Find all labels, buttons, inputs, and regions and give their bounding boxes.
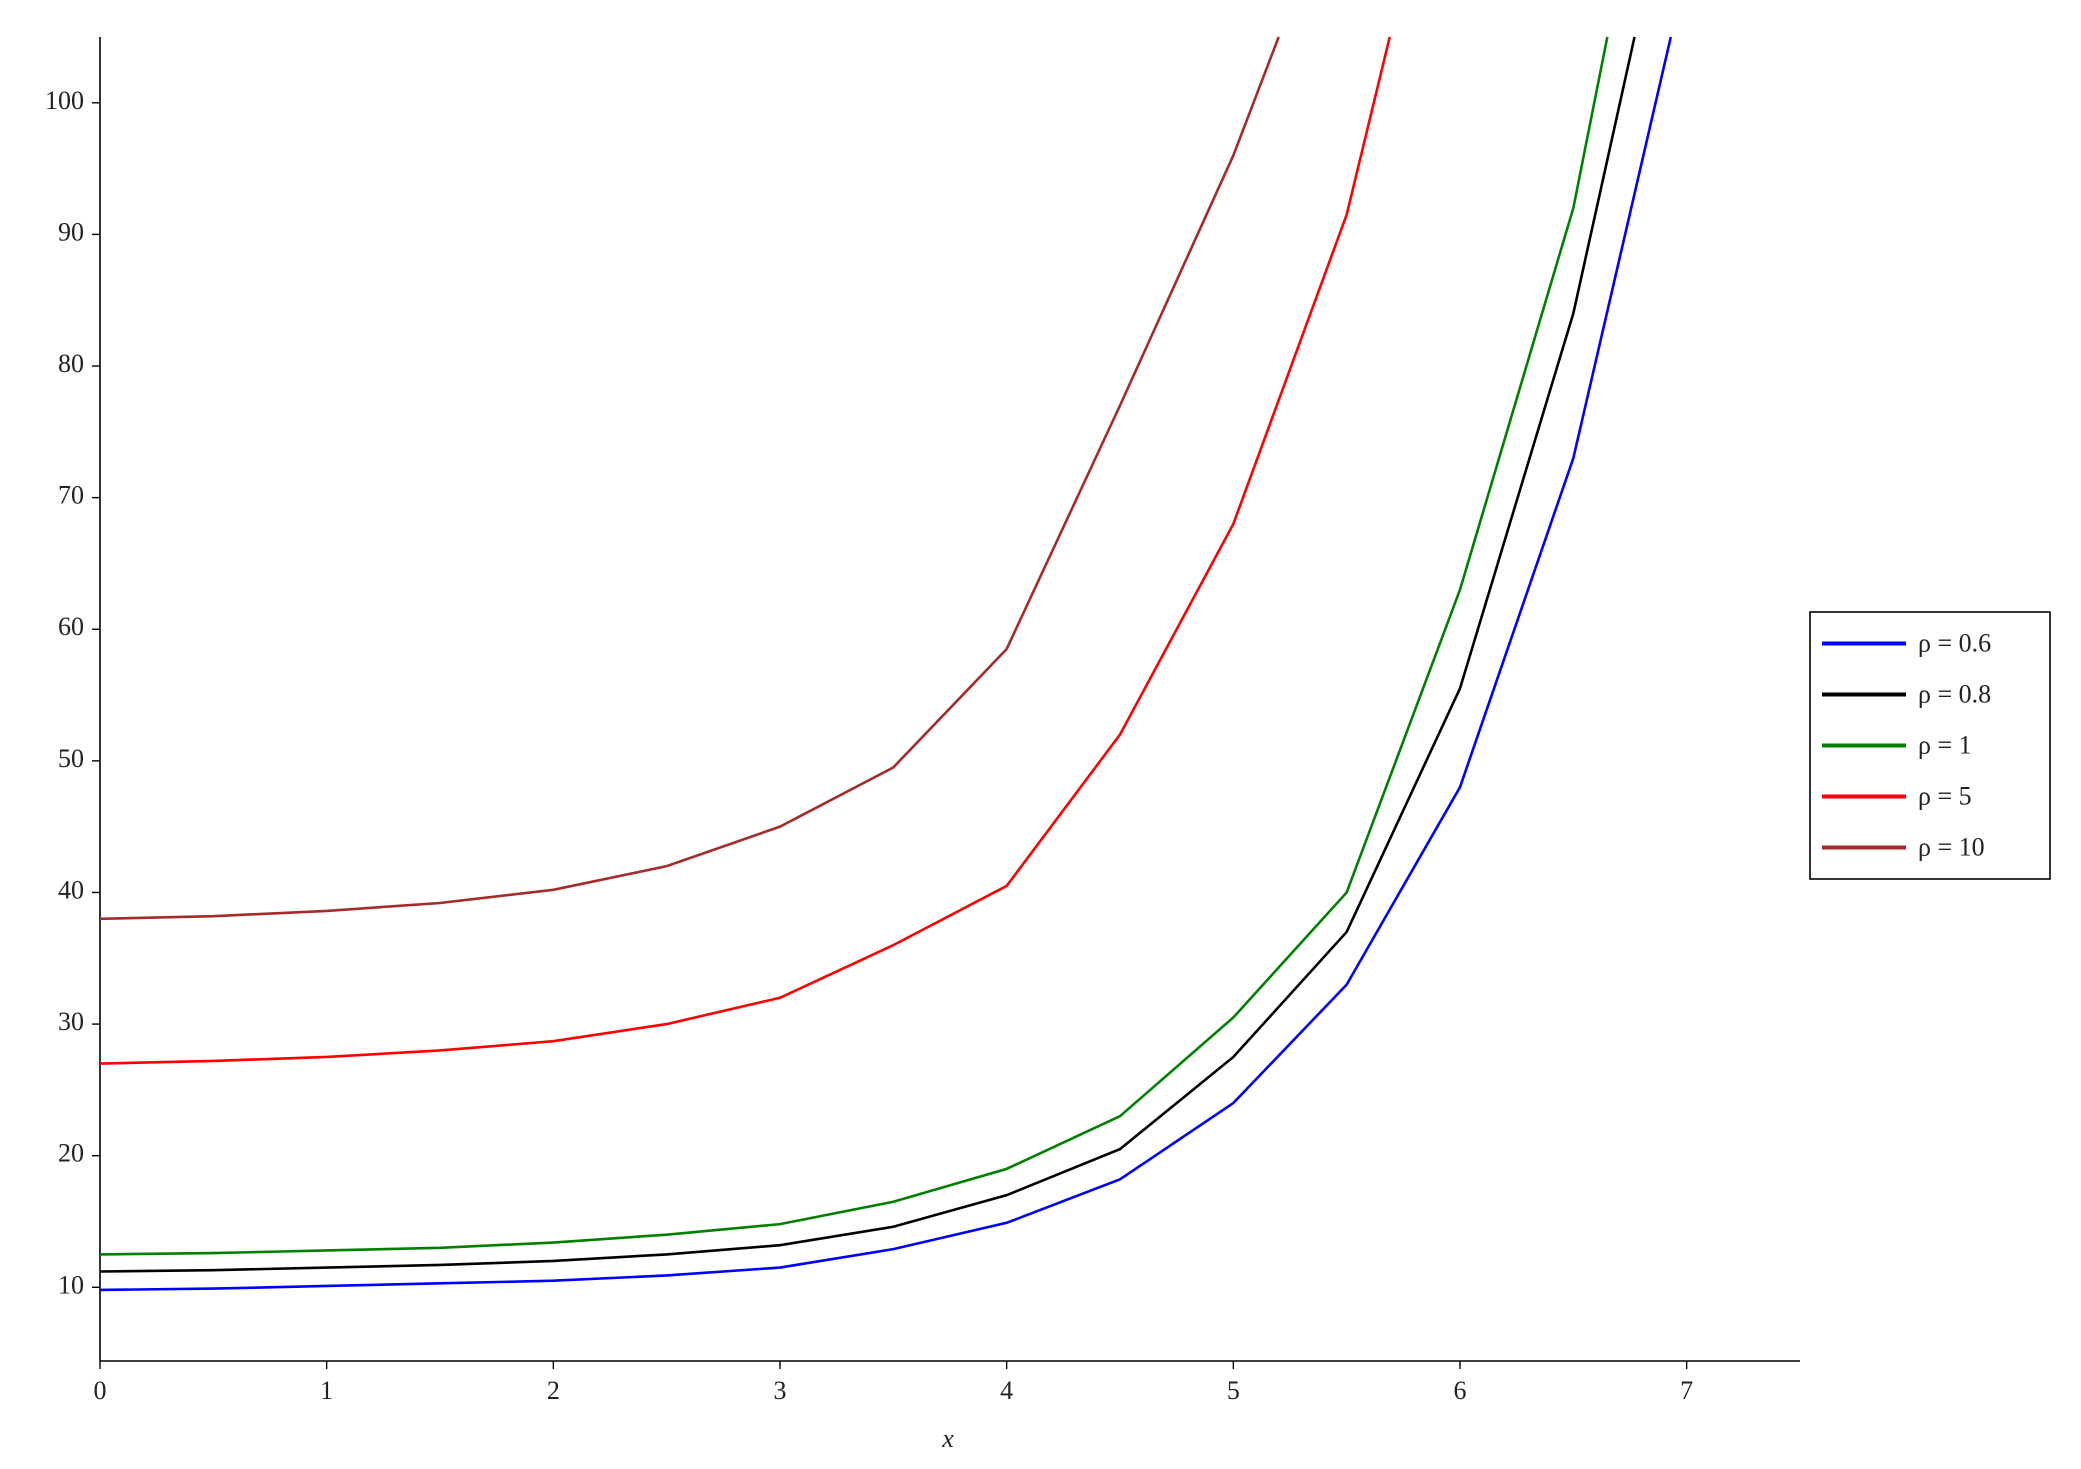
x-tick-label: 6 [1454,1376,1467,1405]
legend-label: ρ = 1 [1918,730,1972,759]
y-tick-label: 80 [58,349,84,378]
line [99,36,1280,921]
y-tick-label: 20 [58,1139,84,1168]
y-tick-label: 70 [58,481,84,510]
line [99,36,1673,1292]
legend-label: ρ = 5 [1918,781,1972,810]
x-axis-label: x [941,1424,954,1453]
x-tick-label: 1 [320,1376,333,1405]
y-tick-label: 40 [58,875,84,904]
y-tick-label: 100 [45,86,84,115]
x-tick-label: 4 [1000,1376,1013,1405]
y-tick-label: 30 [58,1007,84,1036]
legend-label: ρ = 0.6 [1918,628,1991,657]
line [99,36,1609,1256]
legend-label: ρ = 10 [1918,832,1985,861]
y-tick-label: 10 [58,1270,84,1299]
line [99,36,1391,1065]
x-tick-label: 2 [547,1376,560,1405]
line [99,36,1636,1273]
legend-label: ρ = 0.8 [1918,679,1991,708]
x-tick-label: 7 [1680,1376,1693,1405]
y-tick-label: 50 [58,744,84,773]
x-tick-label: 5 [1227,1376,1240,1405]
y-tick-label: 90 [58,217,84,246]
x-tick-label: 0 [94,1376,107,1405]
y-tick-label: 60 [58,612,84,641]
x-tick-label: 3 [774,1376,787,1405]
